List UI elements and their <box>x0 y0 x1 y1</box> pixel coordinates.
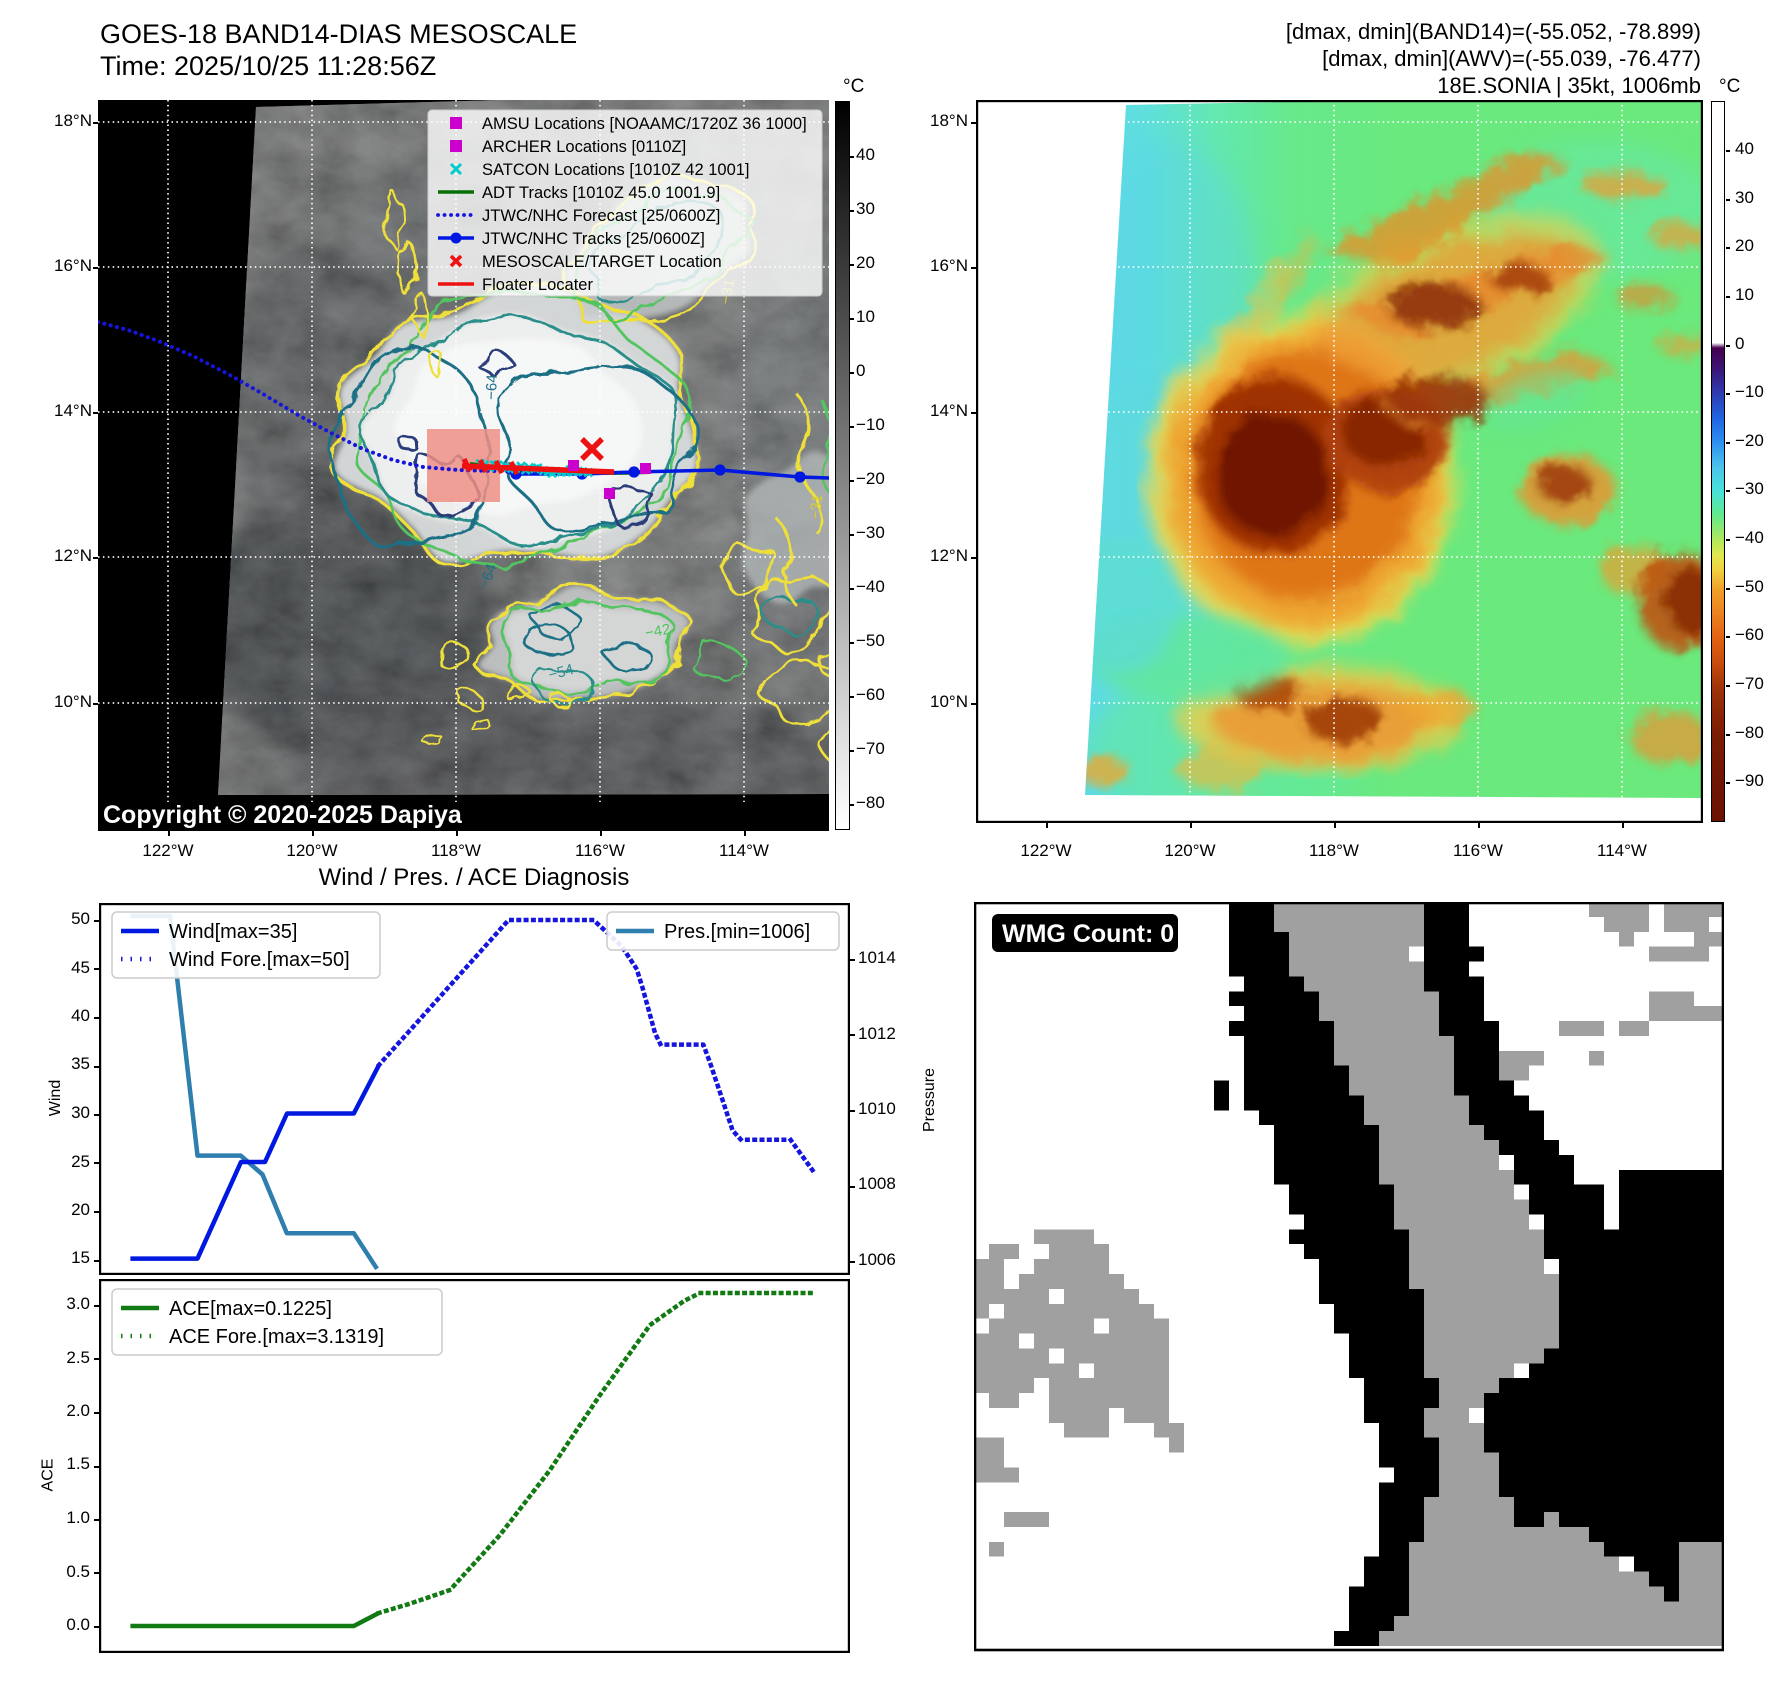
svg-text:Pres.[min=1006]: Pres.[min=1006] <box>664 921 810 943</box>
svg-text:ARCHER Locations [0110Z]: ARCHER Locations [0110Z] <box>482 138 686 156</box>
svg-text:−64: −64 <box>483 374 501 400</box>
svg-text:WMG Count: 0: WMG Count: 0 <box>1002 920 1174 948</box>
svg-text:−54: −54 <box>547 661 576 684</box>
svg-text:JTWC/NHC Forecast [25/0600Z]: JTWC/NHC Forecast [25/0600Z] <box>482 207 720 225</box>
svg-text:Wind[max=35]: Wind[max=35] <box>169 921 297 943</box>
svg-text:Copyright © 2020-2025 Dapiya: Copyright © 2020-2025 Dapiya <box>103 801 463 829</box>
svg-text:ACE[max=0.1225]: ACE[max=0.1225] <box>169 1298 332 1320</box>
svg-text:ADT Tracks [1010Z 45.0 1001.9]: ADT Tracks [1010Z 45.0 1001.9] <box>482 184 720 202</box>
svg-text:AMSU Locations [NOAAMC/1720Z 3: AMSU Locations [NOAAMC/1720Z 36 1000] <box>482 115 807 133</box>
svg-text:−31: −31 <box>807 494 826 521</box>
svg-text:Floater Locater: Floater Locater <box>482 276 593 294</box>
svg-text:JTWC/NHC Tracks [25/0600Z]: JTWC/NHC Tracks [25/0600Z] <box>482 230 705 248</box>
svg-text:SATCON Locations [1010Z 42 100: SATCON Locations [1010Z 42 1001] <box>482 161 750 179</box>
svg-text:ACE Fore.[max=3.1319]: ACE Fore.[max=3.1319] <box>169 1326 384 1348</box>
svg-text:Wind Fore.[max=50]: Wind Fore.[max=50] <box>169 949 350 971</box>
svg-text:MESOSCALE/TARGET Location: MESOSCALE/TARGET Location <box>482 253 722 271</box>
svg-text:−42: −42 <box>644 621 672 642</box>
